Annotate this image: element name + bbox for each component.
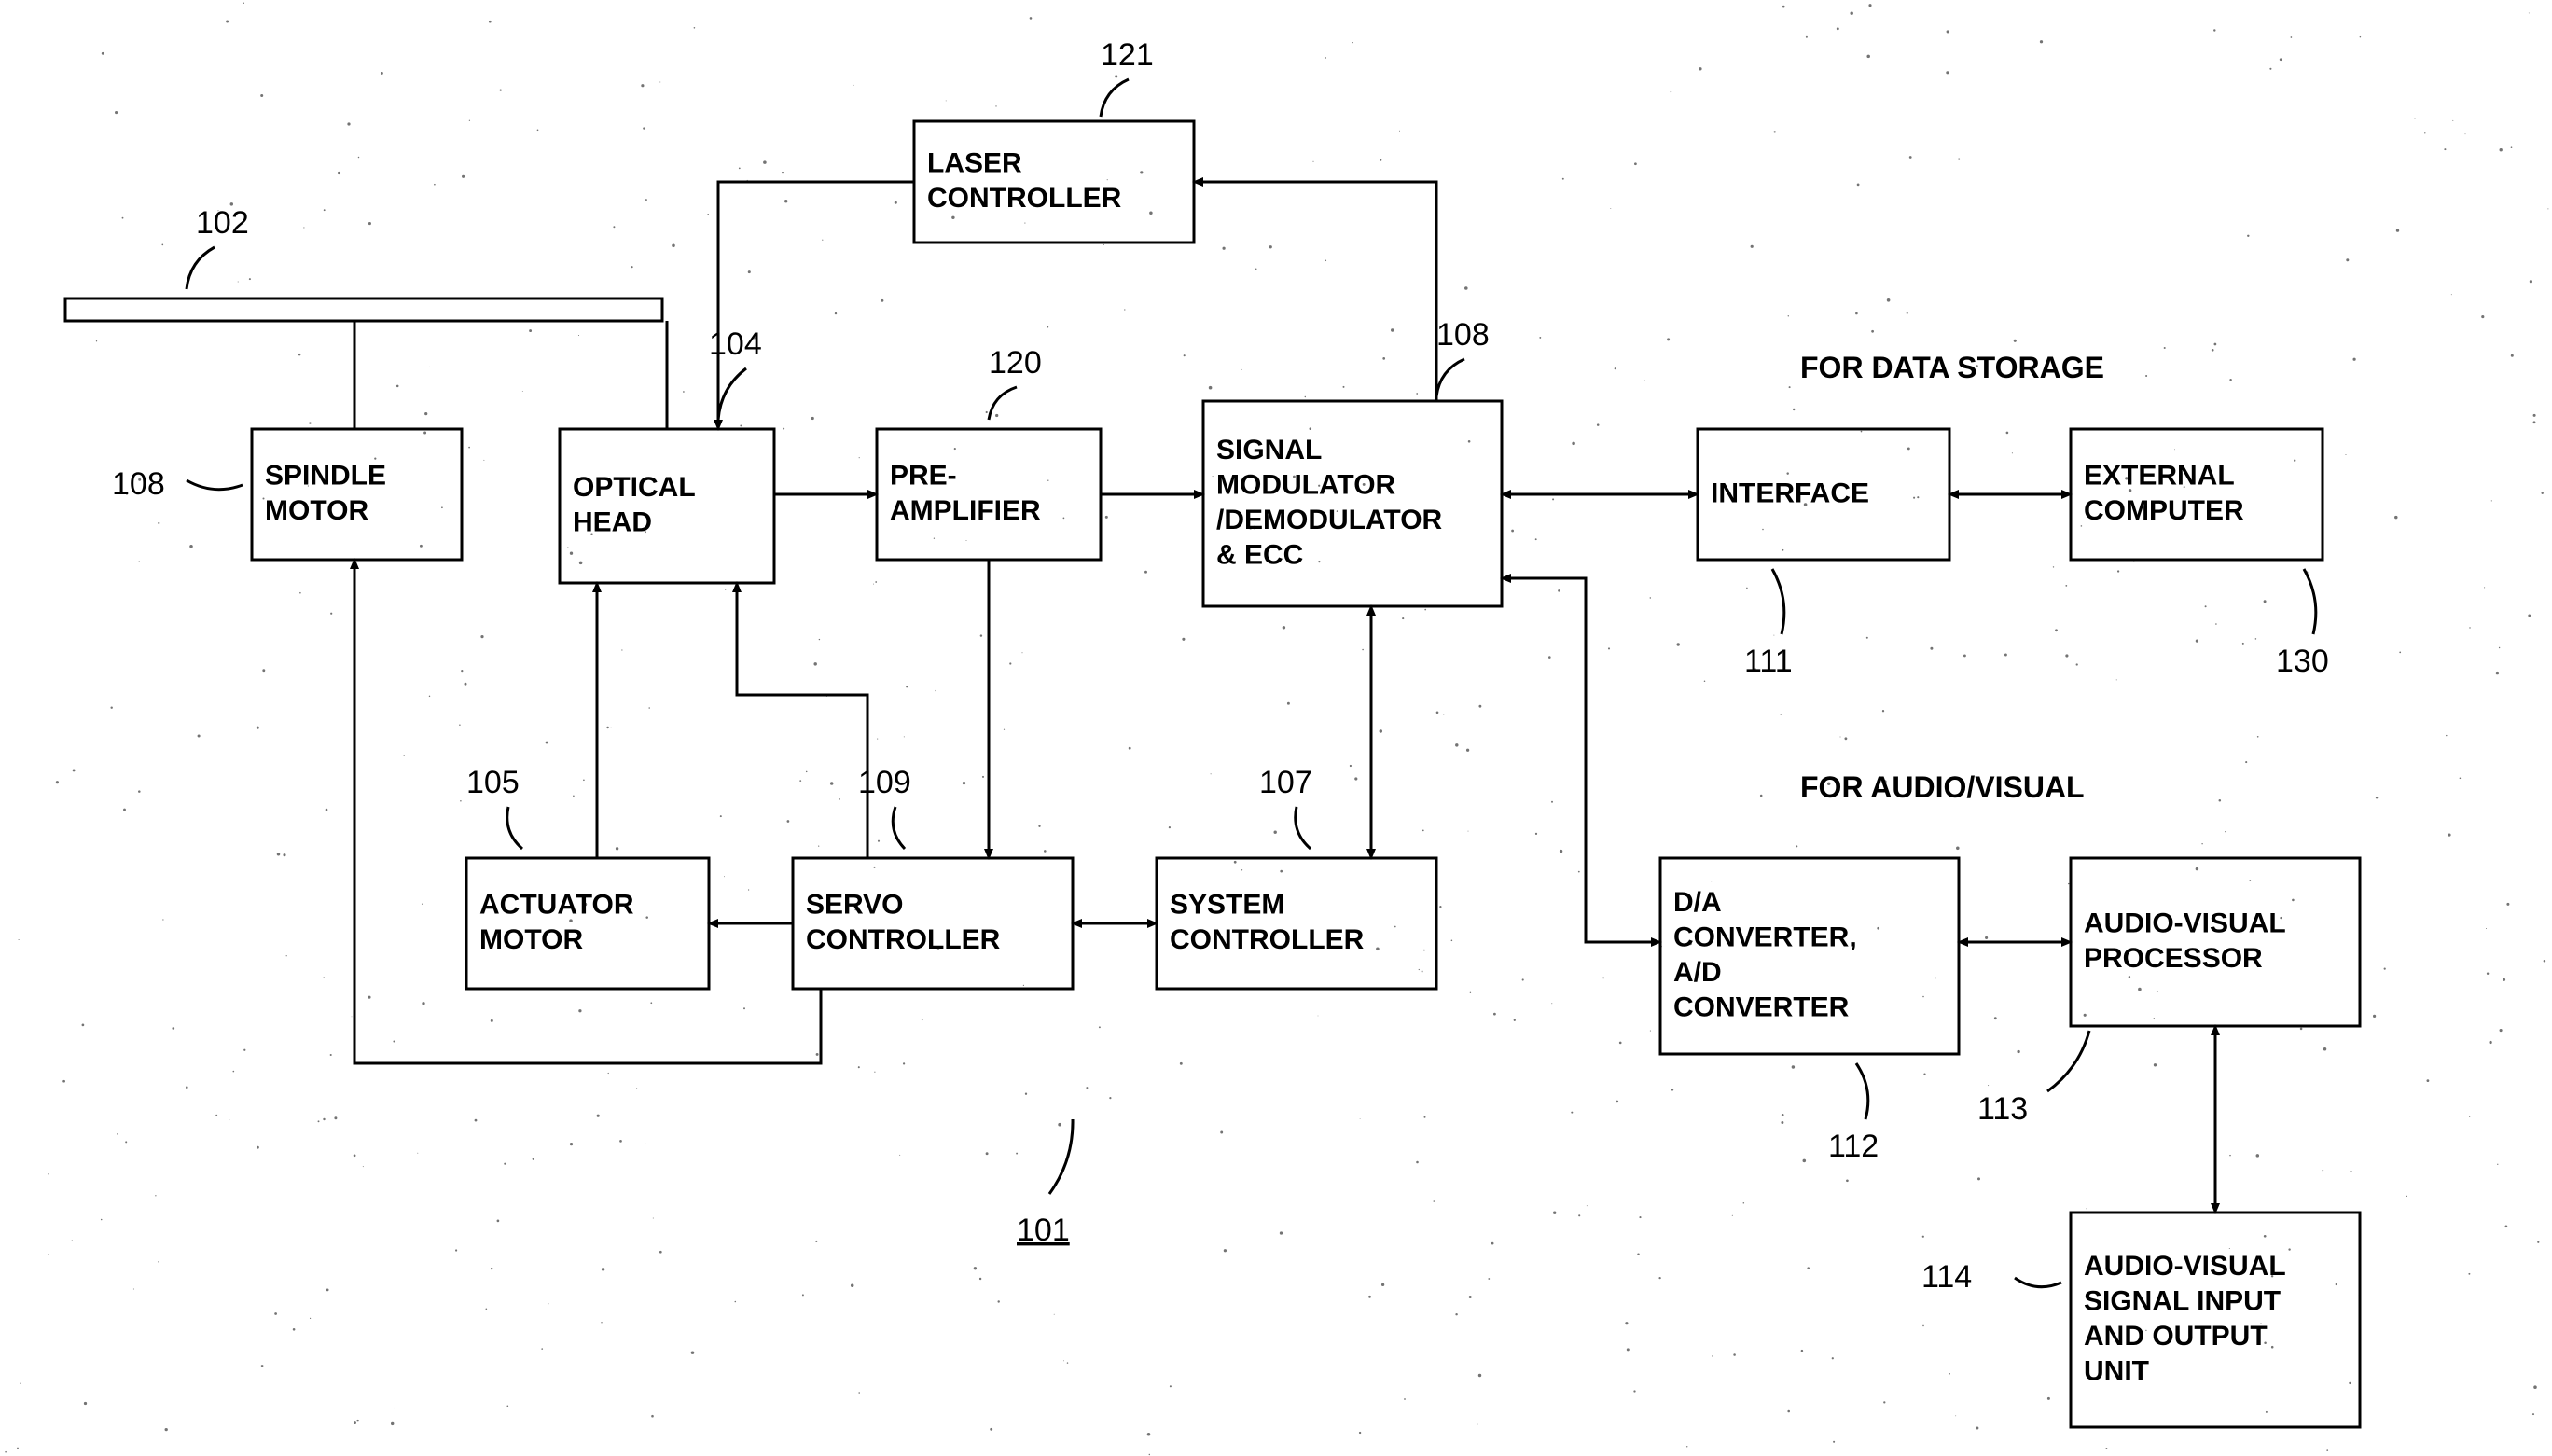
refs-layer: 102 108 104 120 108 121 105 109 107 111 130 112 113 1… <box>112 37 2329 1295</box>
ref-lead-r107 <box>1296 807 1311 849</box>
section-audio_visual: FOR AUDIO/VISUAL <box>1800 770 2085 804</box>
block-diagram: SPINDLEMOTOROPTICALHEADPRE-AMPLIFIERSIGN… <box>0 0 2552 1456</box>
ref-lead-r109 <box>893 807 905 849</box>
ref-r108b: 108 <box>1436 317 1490 353</box>
node-laser_ctrl: LASER CONTROLLER <box>914 121 1194 243</box>
node-laser_ctrl-label-1: CONTROLLER <box>927 183 1122 214</box>
node-av_io: AUDIO-VISUAL SIGNAL INPUT AND OUTPUT UNIT <box>2071 1213 2360 1427</box>
ref-r130: 130 <box>2276 644 2329 679</box>
edge-laser-to-opt <box>718 182 914 429</box>
ref-lead-r108a <box>187 480 243 490</box>
ref-lead-r130 <box>2304 569 2316 634</box>
edge-sig-to-laser <box>1194 182 1436 401</box>
node-system_ctrl-label-1: CONTROLLER <box>1170 924 1365 955</box>
node-av_processor: AUDIO-VISUAL PROCESSOR <box>2071 858 2360 1026</box>
ref-lead-r121 <box>1101 79 1129 117</box>
node-ext_computer-label-0: EXTERNAL <box>2084 461 2235 492</box>
ref-lead-r113 <box>2047 1031 2089 1091</box>
node-pre_amp-label-1: AMPLIFIER <box>890 495 1041 526</box>
ref-lead-r112 <box>1856 1063 1868 1119</box>
node-interface-label-0: INTERFACE <box>1711 478 1869 508</box>
node-spindle_motor-label-0: SPINDLE <box>265 461 386 492</box>
node-av_io-label-0: AUDIO-VISUAL <box>2084 1251 2286 1282</box>
node-av_processor-label-1: PROCESSOR <box>2084 943 2263 974</box>
node-optical_head-label-1: HEAD <box>573 507 652 538</box>
ref-r111: 111 <box>1744 644 1793 679</box>
section-data_storage: FOR DATA STORAGE <box>1800 351 2104 384</box>
ref-r109: 109 <box>858 765 911 800</box>
node-servo_ctrl: SERVOCONTROLLER <box>793 858 1073 989</box>
ref-r104: 104 <box>709 326 762 362</box>
ref-r101: 101 <box>1017 1213 1070 1248</box>
node-optical_head-label-0: OPTICAL <box>573 472 696 503</box>
ref-lead-r104 <box>718 368 746 420</box>
node-sig_mod-label-3: & ECC <box>1216 540 1303 571</box>
node-interface: INTERFACE <box>1698 429 1949 560</box>
node-system_ctrl-label-0: SYSTEM <box>1170 890 1284 921</box>
node-dac_adc-label-2: A/D <box>1673 957 1722 988</box>
ref-lead-r105 <box>507 807 522 849</box>
ref-r121: 121 <box>1101 37 1154 73</box>
node-dac_adc-label-1: CONVERTER, <box>1673 922 1857 953</box>
node-ext_computer: EXTERNALCOMPUTER <box>2071 429 2323 560</box>
edge-sig-dac <box>1502 578 1660 942</box>
ref-lead-r120 <box>989 387 1017 420</box>
edges-layer <box>354 182 2215 1213</box>
noise-layer <box>5 2 2548 1455</box>
node-actuator_motor-label-1: MOTOR <box>479 924 583 955</box>
node-ext_computer-label-1: COMPUTER <box>2084 495 2244 526</box>
node-av_io-label-1: SIGNAL INPUT <box>2084 1286 2281 1317</box>
node-sig_mod-label-0: SIGNAL <box>1216 435 1322 465</box>
node-dac_adc: D/A CONVERTER, A/D CONVERTER <box>1660 858 1959 1054</box>
node-av_io-label-2: AND OUTPUT <box>2084 1321 2268 1352</box>
node-servo_ctrl-label-1: CONTROLLER <box>806 924 1001 955</box>
node-sig_mod-label-2: /DEMODULATOR <box>1216 505 1443 535</box>
ref-r102: 102 <box>196 205 249 241</box>
node-spindle_motor: SPINDLEMOTOR <box>252 429 462 560</box>
node-actuator_motor-label-0: ACTUATOR <box>479 890 634 921</box>
node-laser_ctrl-label-0: LASER <box>927 148 1022 179</box>
ref-r120: 120 <box>989 345 1042 381</box>
node-actuator_motor: ACTUATORMOTOR <box>466 858 709 989</box>
node-spindle_motor-label-1: MOTOR <box>265 495 368 526</box>
ref-lead-r111 <box>1772 569 1784 634</box>
node-av_io-label-3: UNIT <box>2084 1356 2149 1387</box>
ref-r112: 112 <box>1828 1129 1879 1164</box>
node-sig_mod: SIGNAL MODULATOR/DEMODULATOR & ECC <box>1203 401 1502 606</box>
node-system_ctrl: SYSTEMCONTROLLER <box>1157 858 1436 989</box>
ref-r113: 113 <box>1977 1091 2028 1127</box>
ref-r114: 114 <box>1921 1259 1972 1295</box>
ref-lead-r114 <box>2015 1278 2061 1287</box>
ref-r107: 107 <box>1259 765 1312 800</box>
ref-lead-r108b <box>1436 359 1464 396</box>
node-optical_head: OPTICAL HEAD <box>560 429 774 583</box>
node-pre_amp-label-0: PRE- <box>890 461 957 492</box>
edge-servo-opt-r <box>737 583 867 858</box>
node-dac_adc-label-3: CONVERTER <box>1673 992 1850 1023</box>
node-sig_mod-label-1: MODULATOR <box>1216 470 1396 501</box>
node-servo_ctrl-label-0: SERVO <box>806 890 904 921</box>
ref-r108a: 108 <box>112 466 165 502</box>
node-pre_amp: PRE-AMPLIFIER <box>877 429 1101 560</box>
node-av_processor-label-0: AUDIO-VISUAL <box>2084 908 2286 939</box>
node-disc <box>65 298 662 321</box>
ref-lead-r102 <box>187 247 215 289</box>
ref-r105: 105 <box>466 765 520 800</box>
ref-lead-r101 <box>1049 1119 1073 1194</box>
node-dac_adc-label-0: D/A <box>1673 887 1722 918</box>
